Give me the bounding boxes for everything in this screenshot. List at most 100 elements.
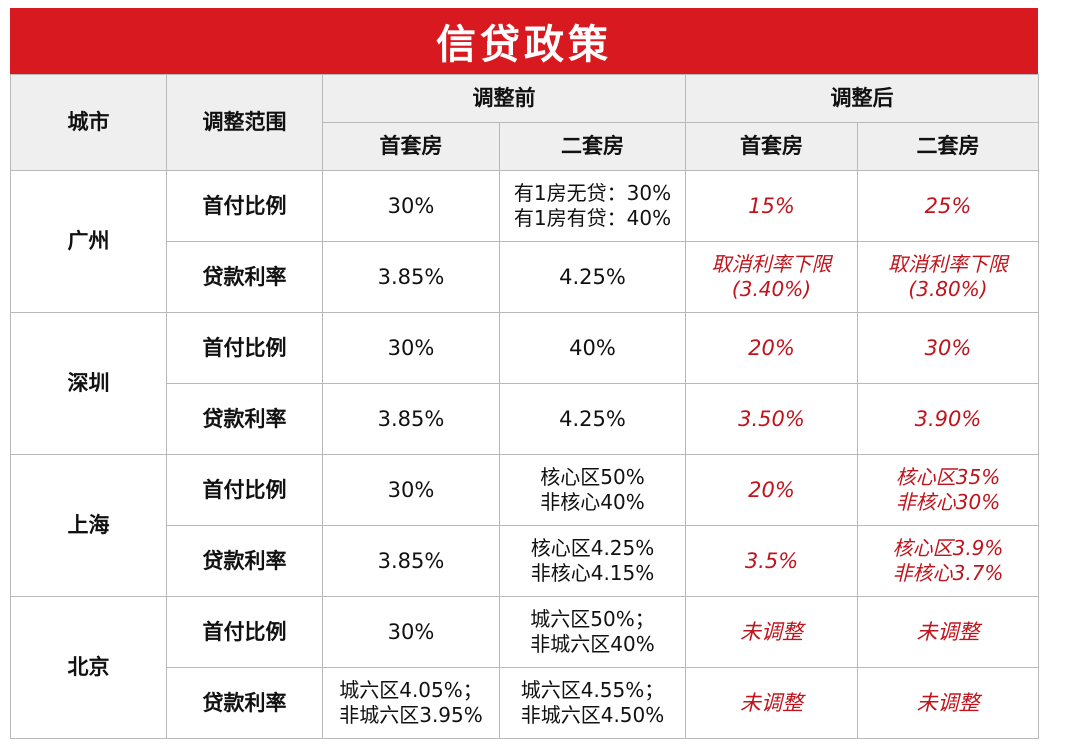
city-cell: 广州 <box>10 170 167 313</box>
cell-text-line: 核心区50% <box>540 465 645 489</box>
cell-text-line: (3.80%) <box>908 277 988 301</box>
cell-text-line: 25% <box>924 193 972 218</box>
header-row-1: 城市 调整范围 调整前 调整后 <box>10 74 1039 171</box>
scope-cell: 首付比例 <box>166 170 323 242</box>
header-after-second-home: 二套房 <box>857 122 1039 171</box>
before-first-home-cell: 城六区4.05%； 非城六区3.95% <box>322 667 500 739</box>
header-before: 调整前 <box>322 74 686 123</box>
cell-text-line: 3.5% <box>744 548 799 573</box>
cell-text-line: 非城六区40% <box>530 632 655 656</box>
header-after: 调整后 <box>685 74 1039 123</box>
cell-text-line: 有1房有贷：40% <box>513 206 672 230</box>
city-cell: 深圳 <box>10 312 167 455</box>
cell-text-line: 30% <box>387 193 435 218</box>
cell-text-line: 未调整 <box>740 619 803 644</box>
cell-text-line: 核心区35% <box>895 465 1001 489</box>
after-first-home-cell: 15% <box>685 170 858 242</box>
credit-policy-table: 城市 调整范围 调整前 调整后 首套房 二套房 首套房 二套房 广州 首付比例 30… <box>10 74 1039 739</box>
before-second-home-cell: 有1房无贷：30% 有1房有贷：40% <box>499 170 686 242</box>
cell-text-line: 非城六区3.95% <box>339 703 483 727</box>
title-banner: 信贷政策 <box>10 8 1038 74</box>
cell-text-line: 20% <box>748 477 795 502</box>
cell-text-line: 非核心40% <box>540 490 645 514</box>
after-second-home-cell: 未调整 <box>857 667 1039 739</box>
header-after-first-home: 首套房 <box>685 122 858 171</box>
cell-text-line: 未调整 <box>916 690 980 715</box>
before-first-home-cell: 3.85% <box>322 241 500 313</box>
cell-text-line: 3.50% <box>738 406 805 431</box>
after-first-home-cell: 3.5% <box>685 525 858 597</box>
cell-text-line: 30% <box>924 335 972 360</box>
cell-text-line: 4.25% <box>559 264 626 289</box>
scope-cell: 贷款利率 <box>166 241 323 313</box>
after-first-home-cell: 3.50% <box>685 383 858 455</box>
after-first-home-cell: 取消利率下限 (3.40%) <box>685 241 858 313</box>
table-row: 贷款利率 城六区4.05%； 非城六区3.95% 城六区4.55%； 非城六区4.50%… <box>11 667 1039 739</box>
cell-text-line: 4.25% <box>559 406 626 431</box>
scope-cell: 首付比例 <box>166 596 323 668</box>
cell-text-line: 20% <box>748 335 795 360</box>
after-first-home-cell: 未调整 <box>685 667 858 739</box>
after-first-home-cell: 未调整 <box>685 596 858 668</box>
cell-text-line: (3.40%) <box>731 277 812 301</box>
cell-text-line: 3.90% <box>914 406 982 431</box>
header-row-2: 首套房 二套房 首套房 二套房 <box>11 122 1039 171</box>
table-row: 北京 首付比例 30% 城六区50%； 非城六区40% 未调整 未调整 <box>10 596 1039 739</box>
table-row: 贷款利率 3.85% 核心区4.25% 非核心4.15% 3.5% 核心区3.9% 非核心3… <box>11 525 1039 597</box>
header-city: 城市 <box>10 74 167 171</box>
city-cell: 上海 <box>10 454 167 597</box>
before-second-home-cell: 4.25% <box>499 383 686 455</box>
cell-text-line: 非城六区4.50% <box>520 703 665 727</box>
cell-text-line: 取消利率下限 <box>888 252 1008 276</box>
cell-text-line: 非核心30% <box>895 490 1001 514</box>
cell-text-line: 城六区50%； <box>530 607 655 631</box>
before-second-home-cell: 核心区50% 非核心40% <box>499 454 686 526</box>
cell-text-line: 核心区4.25% <box>530 536 655 560</box>
table-body: 城市 调整范围 调整前 调整后 首套房 二套房 首套房 二套房 广州 首付比例 30… <box>10 74 1039 739</box>
cell-text-line: 城六区4.55%； <box>520 678 665 702</box>
cell-text-line: 城六区4.05%； <box>339 678 483 702</box>
cell-text-line: 30% <box>387 335 435 360</box>
page-title: 信贷政策 <box>436 22 612 68</box>
after-second-home-cell: 25% <box>857 170 1039 242</box>
scope-cell: 贷款利率 <box>166 667 323 739</box>
after-first-home-cell: 20% <box>685 454 858 526</box>
cell-text-line: 15% <box>748 193 795 218</box>
header-scope: 调整范围 <box>166 74 323 171</box>
before-first-home-cell: 30% <box>322 170 500 242</box>
after-second-home-cell: 核心区35% 非核心30% <box>857 454 1039 526</box>
cell-text-line: 3.85% <box>377 264 445 289</box>
scope-cell: 首付比例 <box>166 312 323 384</box>
city-cell: 北京 <box>10 596 167 739</box>
scope-cell: 首付比例 <box>166 454 323 526</box>
header-before-first-home: 首套房 <box>322 122 500 171</box>
before-first-home-cell: 30% <box>322 596 500 668</box>
cell-text-line: 3.85% <box>377 548 445 573</box>
cell-text-line: 40% <box>569 335 616 360</box>
after-second-home-cell: 30% <box>857 312 1039 384</box>
table-row: 贷款利率 3.85% 4.25% 3.50% 3.90% <box>11 383 1039 455</box>
table-row: 深圳 首付比例 30% 40% 20% 30% <box>10 312 1039 455</box>
before-second-home-cell: 核心区4.25% 非核心4.15% <box>499 525 686 597</box>
before-second-home-cell: 4.25% <box>499 241 686 313</box>
cell-text-line: 未调整 <box>916 619 980 644</box>
cell-text-line: 未调整 <box>740 690 803 715</box>
before-second-home-cell: 城六区50%； 非城六区40% <box>499 596 686 668</box>
before-second-home-cell: 40% <box>499 312 686 384</box>
after-second-home-cell: 3.90% <box>857 383 1039 455</box>
table-row: 广州 首付比例 30% 有1房无贷：30% 有1房有贷：40% 15% 25% <box>10 170 1039 313</box>
before-second-home-cell: 城六区4.55%； 非城六区4.50% <box>499 667 686 739</box>
header-before-second-home: 二套房 <box>499 122 686 171</box>
scope-cell: 贷款利率 <box>166 383 323 455</box>
cell-text-line: 非核心3.7% <box>892 561 1004 585</box>
cell-text-line: 有1房无贷：30% <box>513 181 672 205</box>
before-first-home-cell: 30% <box>322 454 500 526</box>
cell-text-line: 取消利率下限 <box>711 252 832 276</box>
before-first-home-cell: 3.85% <box>322 525 500 597</box>
after-second-home-cell: 取消利率下限 (3.80%) <box>857 241 1039 313</box>
after-first-home-cell: 20% <box>685 312 858 384</box>
cell-text-line: 30% <box>387 477 435 502</box>
cell-text-line: 30% <box>387 619 435 644</box>
after-second-home-cell: 未调整 <box>857 596 1039 668</box>
cell-text-line: 非核心4.15% <box>530 561 655 585</box>
